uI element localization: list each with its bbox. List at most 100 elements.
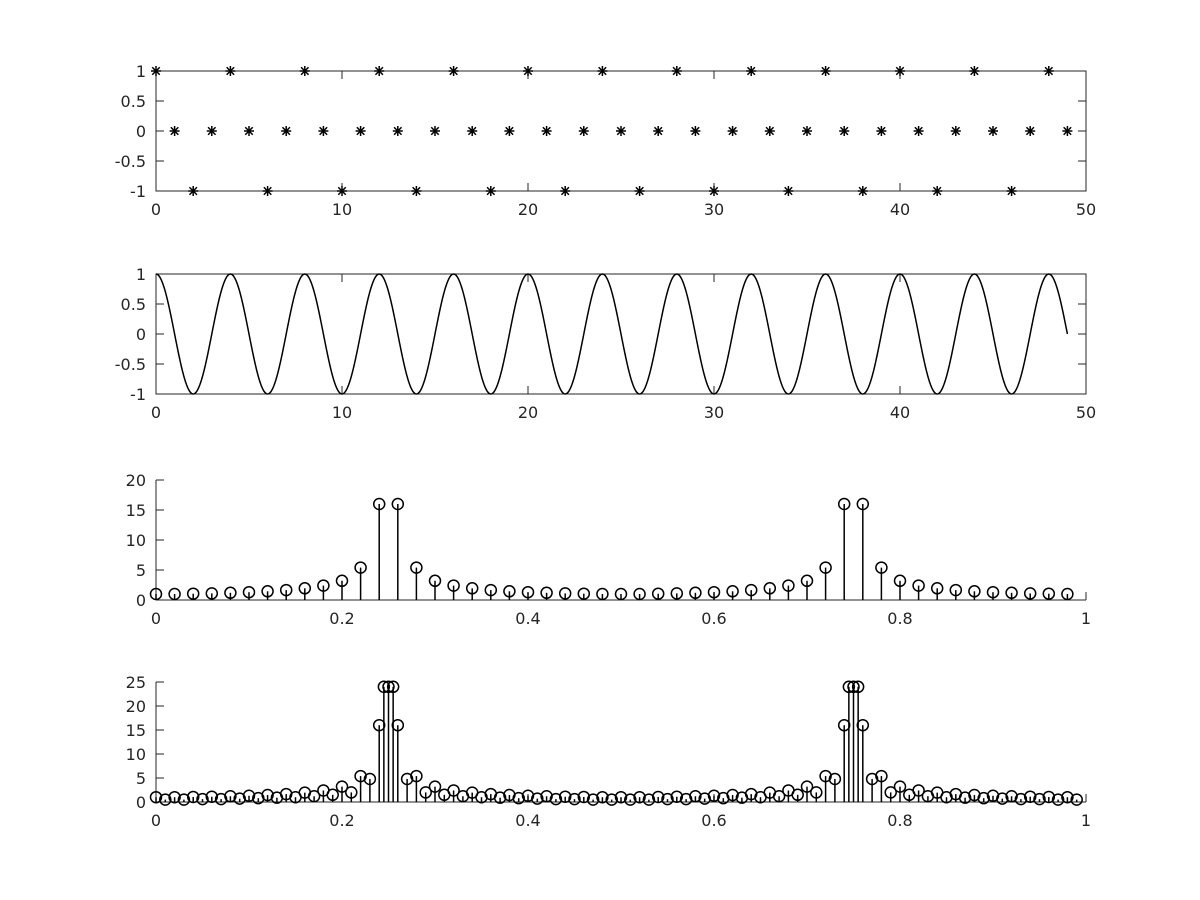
x-tick-label: 0.4: [515, 609, 540, 628]
stem-marker: [707, 585, 721, 599]
stem-marker: [549, 792, 563, 806]
stem-marker: [279, 583, 293, 597]
data-point: [969, 66, 980, 76]
data-point: [299, 66, 310, 76]
stem-marker: [531, 792, 544, 805]
x-tick-label: 50: [1076, 200, 1096, 219]
data-point: [392, 126, 403, 136]
data-point: [225, 66, 236, 76]
stem-marker: [912, 579, 925, 592]
stem-marker: [819, 561, 832, 574]
stem-marker: [596, 587, 609, 601]
stem-marker: [661, 792, 674, 806]
stem-marker: [391, 718, 405, 732]
stem-marker: [837, 718, 851, 732]
stem-marker: [345, 786, 358, 799]
stem-marker: [558, 587, 572, 600]
stem-marker: [447, 784, 460, 797]
data-point: [541, 126, 552, 136]
data-point: [690, 126, 701, 136]
stem-marker: [410, 561, 423, 574]
x-tick-label: 0: [151, 609, 161, 628]
stem-marker: [912, 784, 925, 797]
stem-marker: [782, 579, 795, 592]
stem-marker: [307, 789, 321, 803]
y-tick-label: 0: [136, 591, 146, 610]
stem-marker: [410, 769, 423, 783]
y-tick-label: -0.5: [115, 152, 146, 171]
stem-marker: [493, 791, 507, 804]
stem-marker: [298, 582, 312, 595]
stem-marker: [996, 792, 1009, 805]
stem-marker: [633, 587, 646, 601]
data-point: [262, 186, 273, 196]
stem-marker: [205, 587, 219, 600]
stem-marker: [847, 680, 860, 694]
stem-marker: [828, 772, 842, 786]
stem-marker: [577, 587, 591, 600]
stem-marker: [1061, 790, 1074, 804]
series-line: [155, 273, 1069, 395]
x-tick-label: 0: [151, 811, 161, 830]
data-point: [988, 126, 998, 136]
data-point: [727, 126, 738, 136]
stem-marker: [800, 574, 814, 588]
stem-marker: [1070, 793, 1083, 806]
data-point: [671, 66, 682, 76]
y-tick-label: 0.5: [121, 295, 146, 314]
stem-marker: [419, 786, 432, 799]
x-tick-label: 20: [518, 200, 538, 219]
stem-marker: [558, 790, 572, 803]
data-point: [764, 126, 775, 136]
stem-marker: [577, 790, 591, 804]
stem-marker: [633, 790, 646, 804]
data-point: [169, 126, 180, 136]
y-tick-label: 1: [136, 62, 146, 81]
stem-marker: [1042, 587, 1056, 600]
stem-marker: [317, 579, 330, 592]
data-point: [746, 66, 757, 76]
stem-marker: [856, 497, 870, 511]
y-tick-label: 25: [126, 673, 146, 692]
stem-marker: [242, 789, 256, 803]
stem-marker: [428, 780, 442, 793]
stem-marker: [1061, 587, 1074, 601]
stem-marker: [614, 587, 628, 601]
stem-marker: [386, 680, 400, 694]
data-point: [504, 126, 515, 136]
stem-marker: [744, 583, 758, 597]
stem-marker: [382, 680, 395, 694]
stem-marker: [958, 791, 972, 804]
stem-marker: [196, 792, 209, 806]
stem-marker: [168, 790, 181, 804]
x-tick-label: 0: [151, 200, 161, 219]
stem-marker: [149, 790, 163, 804]
stem-marker: [689, 586, 702, 600]
y-tick-label: 5: [136, 561, 146, 580]
stem-marker: [851, 680, 865, 694]
stem-marker: [1023, 790, 1037, 803]
data-point: [783, 186, 794, 196]
stem-marker: [837, 497, 851, 511]
y-tick-label: 0.5: [121, 92, 146, 111]
data-point: [206, 126, 217, 136]
y-tick-label: 20: [126, 697, 146, 716]
stem-marker: [884, 786, 897, 799]
data-point: [1006, 186, 1017, 196]
data-point: [597, 66, 608, 76]
y-tick-label: -1: [130, 385, 146, 404]
data-point: [485, 186, 496, 196]
x-tick-label: 40: [890, 200, 910, 219]
stem-marker: [605, 793, 618, 806]
data-point: [857, 186, 868, 196]
stem-marker: [763, 582, 777, 595]
stem-marker: [363, 772, 377, 786]
x-tick-label: 0.8: [887, 609, 912, 628]
stem-marker: [726, 788, 739, 802]
x-tick-label: 0.2: [329, 609, 354, 628]
stem-marker: [372, 497, 386, 511]
stem-marker: [893, 574, 907, 588]
subplot-1-asterisk-scatter: 0 10 20 30 40 50 -1 -0.5 0 0.5 1: [115, 62, 1096, 219]
data-point: [932, 186, 943, 196]
